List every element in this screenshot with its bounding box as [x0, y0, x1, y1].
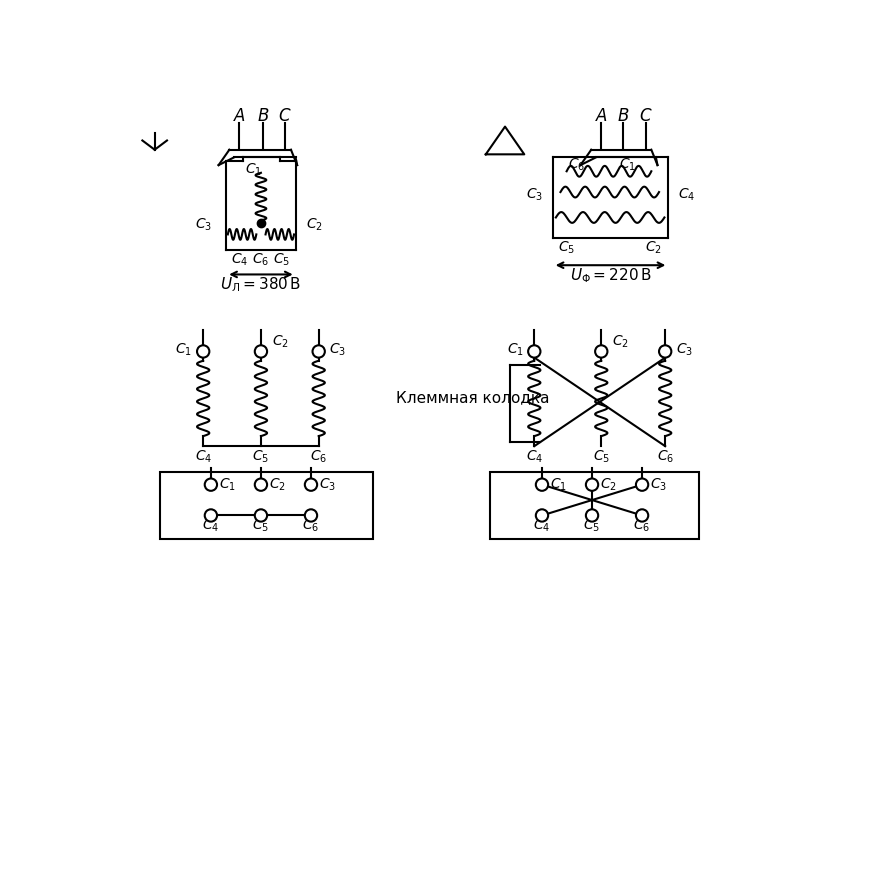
Text: $C_3$: $C_3$	[527, 186, 544, 202]
Text: $C_6$: $C_6$	[568, 156, 585, 173]
Text: $U_\mathrm{Л} = 380\,\mathrm{В}$: $U_\mathrm{Л} = 380\,\mathrm{В}$	[220, 275, 301, 294]
Text: $C_3$: $C_3$	[650, 476, 667, 493]
Circle shape	[536, 479, 548, 491]
Text: $C_5$: $C_5$	[583, 518, 601, 534]
Text: $C_4$: $C_4$	[533, 518, 551, 534]
Text: $C_2$: $C_2$	[600, 476, 617, 493]
Text: $B$: $B$	[257, 108, 270, 125]
Text: $C_5$: $C_5$	[593, 448, 610, 465]
Text: $C_4$: $C_4$	[203, 518, 219, 534]
Text: $C_2$: $C_2$	[307, 217, 323, 234]
Circle shape	[636, 479, 648, 491]
Text: $C_5$: $C_5$	[252, 448, 270, 465]
Text: $C_6$: $C_6$	[252, 252, 270, 268]
Text: $C_2$: $C_2$	[269, 476, 285, 493]
Text: $C_6$: $C_6$	[656, 448, 674, 465]
Circle shape	[528, 345, 540, 358]
Circle shape	[586, 509, 598, 521]
Circle shape	[255, 479, 267, 491]
Circle shape	[636, 509, 648, 521]
Text: $C_1$: $C_1$	[550, 476, 566, 493]
Circle shape	[255, 509, 267, 521]
Text: $C_6$: $C_6$	[633, 518, 651, 534]
Text: $C_1$: $C_1$	[218, 476, 235, 493]
Text: $C_2$: $C_2$	[645, 239, 663, 255]
Text: $C_1$: $C_1$	[619, 156, 636, 173]
Circle shape	[255, 345, 267, 358]
Text: $C_1$: $C_1$	[507, 342, 523, 358]
Text: $C_6$: $C_6$	[310, 448, 327, 465]
Circle shape	[197, 345, 210, 358]
Text: $C_3$: $C_3$	[329, 342, 346, 358]
Text: $C_3$: $C_3$	[676, 342, 693, 358]
Text: $C_3$: $C_3$	[196, 217, 212, 234]
Bar	[160, 472, 373, 539]
Circle shape	[586, 479, 598, 491]
Bar	[490, 472, 699, 539]
Circle shape	[204, 509, 217, 521]
Text: $C_2$: $C_2$	[612, 334, 629, 350]
Text: $C_2$: $C_2$	[271, 334, 289, 350]
Text: Клеммная колодка: Клеммная колодка	[396, 390, 550, 405]
Text: $A$: $A$	[233, 108, 246, 125]
Text: $C_1$: $C_1$	[245, 162, 262, 178]
Text: $C_4$: $C_4$	[195, 448, 211, 465]
Circle shape	[536, 509, 548, 521]
Circle shape	[305, 509, 317, 521]
Text: $C$: $C$	[639, 108, 653, 125]
Text: $C_1$: $C_1$	[175, 342, 192, 358]
Text: $A$: $A$	[595, 108, 608, 125]
Circle shape	[204, 479, 217, 491]
Text: $C_4$: $C_4$	[526, 448, 543, 465]
Text: $C_4$: $C_4$	[231, 252, 248, 268]
Text: $C_5$: $C_5$	[273, 252, 290, 268]
Text: $B$: $B$	[617, 108, 629, 125]
Circle shape	[596, 345, 607, 358]
Text: $C_3$: $C_3$	[319, 476, 336, 493]
Circle shape	[659, 345, 671, 358]
Circle shape	[305, 479, 317, 491]
Text: $C_6$: $C_6$	[302, 518, 320, 534]
Text: $C$: $C$	[278, 108, 292, 125]
Text: $C_5$: $C_5$	[558, 239, 575, 255]
Circle shape	[313, 345, 325, 358]
Text: $C_4$: $C_4$	[678, 186, 695, 202]
Text: $C_5$: $C_5$	[252, 518, 270, 534]
Text: $U_\Phi = 220\,\mathrm{В}$: $U_\Phi = 220\,\mathrm{В}$	[570, 266, 651, 284]
